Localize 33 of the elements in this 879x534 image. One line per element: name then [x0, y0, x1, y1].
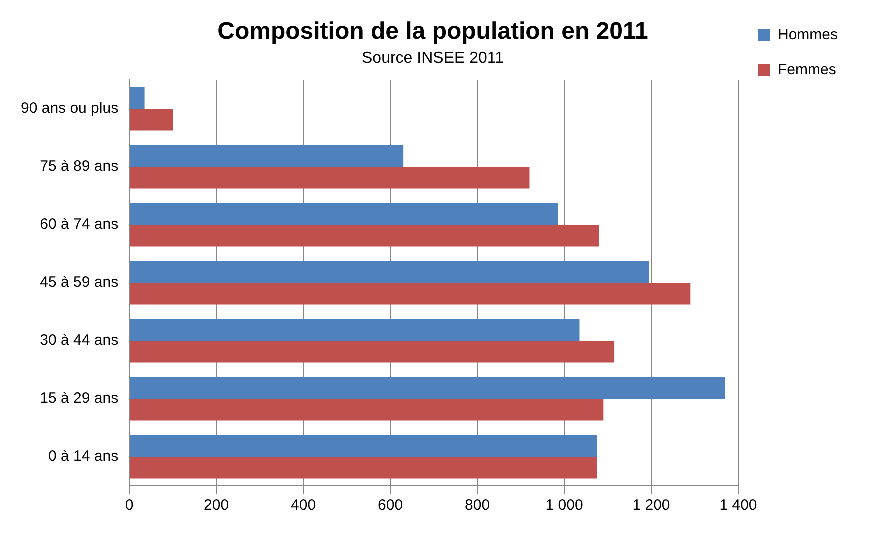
chart-subtitle: Source INSEE 2011 [362, 50, 504, 67]
y-tick-label: 30 à 44 ans [40, 332, 119, 350]
chart-title: Composition de la population en 2011 [218, 18, 648, 46]
y-tick-label: 90 ans ou plus [20, 100, 119, 118]
bar [130, 225, 600, 247]
x-tick-label: 400 [291, 497, 316, 514]
y-tick-label: 15 à 29 ans [40, 390, 119, 408]
x-tick-label: 800 [465, 497, 490, 514]
y-tick-label: 45 à 59 ans [40, 274, 119, 292]
bar [130, 203, 558, 225]
bar [130, 319, 580, 341]
legend-label: Femmes [778, 62, 836, 79]
bar [130, 145, 404, 167]
bar [130, 341, 615, 363]
legend-label: Hommes [778, 26, 838, 44]
x-tick-label: 1 200 [632, 497, 670, 514]
x-tick-label: 0 [125, 497, 134, 514]
x-tick-label: 600 [378, 497, 404, 514]
bar [130, 109, 174, 131]
x-tick-label: 1 400 [720, 497, 758, 514]
y-tick-label: 60 à 74 ans [40, 216, 119, 234]
bar [130, 435, 598, 457]
bar [130, 377, 726, 399]
bar [130, 399, 604, 421]
y-tick-label: 0 à 14 ans [48, 448, 119, 466]
bar [130, 167, 530, 189]
bar [130, 283, 691, 305]
x-tick-label: 1 000 [546, 497, 584, 514]
x-tick-label: 200 [204, 497, 230, 514]
bar [130, 261, 650, 283]
bar [130, 87, 145, 109]
bar [130, 457, 598, 479]
y-tick-label: 75 à 89 ans [40, 158, 119, 176]
